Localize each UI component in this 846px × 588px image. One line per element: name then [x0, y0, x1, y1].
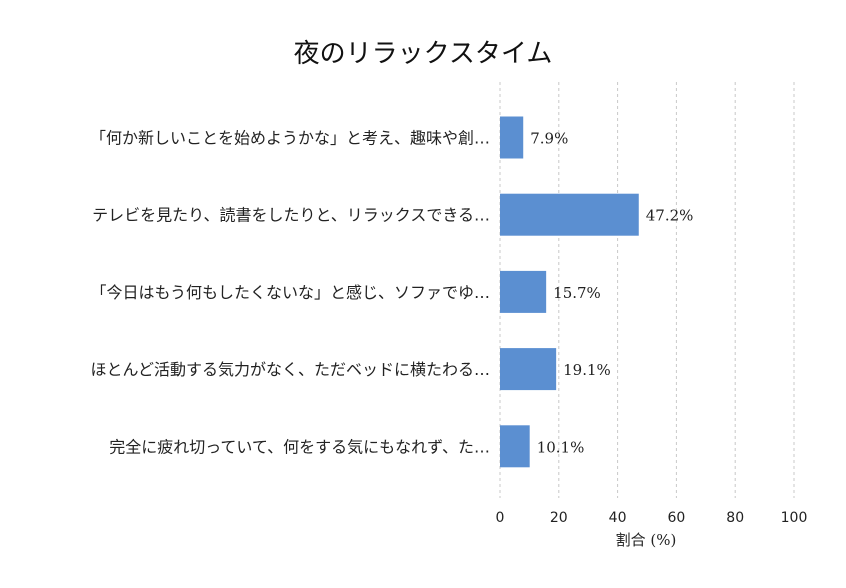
x-axis-label: 割合 (%)	[616, 531, 677, 549]
bars	[500, 116, 639, 468]
category-label: 「何か新しいことを始めようかな」と考え、趣味や創…	[90, 129, 490, 148]
category-label: テレビを見たり、読書をしたりと、リラックスできる…	[92, 206, 490, 225]
x-tick-labels: 0 20 40 60 80 100	[496, 510, 808, 526]
chart-title: 夜のリラックスタイム	[294, 39, 553, 69]
x-tick-label: 60	[667, 510, 685, 526]
bar	[500, 425, 530, 468]
value-label: 15.7%	[553, 284, 601, 302]
category-label: ほとんど活動する気力がなく、ただベッドに横たわる…	[90, 360, 490, 379]
x-tick-label: 0	[496, 510, 505, 526]
bar	[500, 270, 547, 313]
category-labels: 「何か新しいことを始めようかな」と考え、趣味や創… テレビを見たり、読書をしたりと…	[90, 129, 490, 457]
x-tick-label: 20	[550, 510, 568, 526]
category-label: 「今日はもう何もしたくないな」と感じ、ソファでゆ…	[90, 283, 490, 302]
x-tick-label: 80	[726, 510, 744, 526]
category-label: 完全に疲れ切っていて、何をする気にもなれず、た…	[109, 437, 490, 456]
bar	[500, 193, 639, 236]
value-label: 7.9%	[530, 130, 568, 148]
bar	[500, 348, 557, 391]
bar	[500, 116, 524, 159]
value-labels: 7.9% 47.2% 15.7% 19.1% 10.1%	[530, 130, 693, 457]
x-tick-label: 40	[609, 510, 627, 526]
x-tick-label: 100	[781, 510, 808, 526]
value-label: 47.2%	[646, 207, 694, 225]
value-label: 10.1%	[537, 438, 585, 456]
value-label: 19.1%	[563, 361, 611, 379]
